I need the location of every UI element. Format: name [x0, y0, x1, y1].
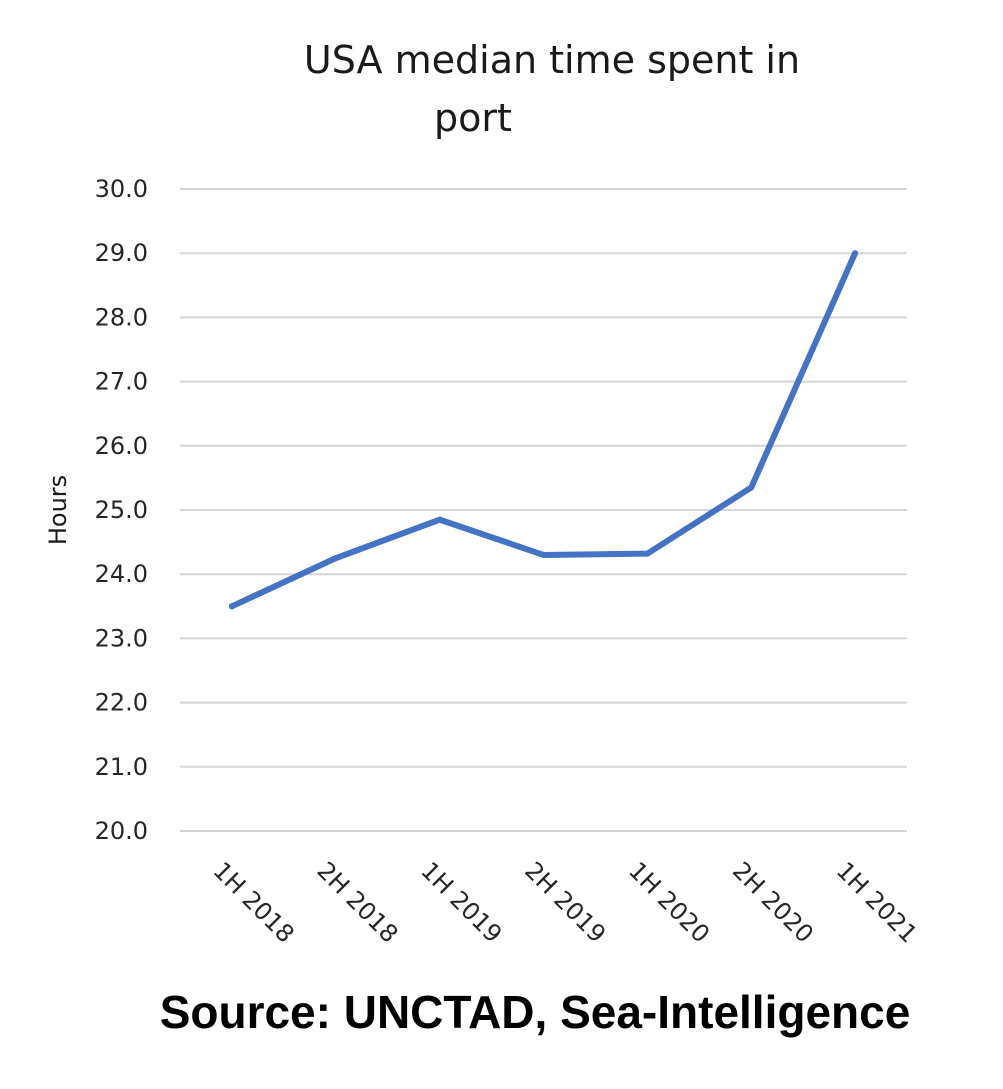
- series-lines: [228, 250, 859, 610]
- source-note: Source: UNCTAD, Sea-Intelligence: [160, 986, 911, 1038]
- data-point: [540, 551, 547, 558]
- y-tick-label: 26.0: [95, 432, 148, 460]
- data-point: [436, 516, 443, 523]
- y-tick-label: 24.0: [95, 560, 148, 588]
- data-point: [852, 250, 859, 257]
- x-tick-label: 1H 2019: [415, 856, 507, 948]
- chart-title-line-1: USA median time spent in: [304, 38, 800, 82]
- data-point: [644, 550, 651, 557]
- y-tick-label: 29.0: [95, 239, 148, 267]
- y-tick-label: 21.0: [95, 753, 148, 781]
- x-tick-label: 1H 2018: [208, 856, 300, 948]
- y-tick-label: 27.0: [95, 368, 148, 396]
- y-tick-label: 28.0: [95, 303, 148, 331]
- y-tick-label: 22.0: [95, 689, 148, 717]
- y-tick-label: 30.0: [95, 175, 148, 203]
- y-axis-title: Hours: [44, 475, 72, 545]
- x-tick-label: 1H 2021: [831, 856, 923, 948]
- data-point: [228, 603, 235, 610]
- x-tick-label: 2H 2018: [312, 856, 404, 948]
- y-tick-label: 23.0: [95, 624, 148, 652]
- gridlines: [180, 188, 907, 832]
- data-point: [332, 555, 339, 562]
- x-tick-label: 2H 2020: [727, 856, 819, 948]
- data-point: [748, 484, 755, 491]
- chart-title-line-2: port: [434, 96, 512, 140]
- x-tick-label: 1H 2020: [623, 856, 715, 948]
- y-tick-label: 20.0: [95, 817, 148, 845]
- y-axis-tick-labels: 20.0 21.0 22.0 23.0 24.0 25.0 26.0 27.0 28.0 29.0…: [95, 175, 148, 845]
- x-tick-label: 2H 2019: [519, 856, 611, 948]
- x-axis-tick-labels: 1H 2018 2H 2018 1H 2019 2H 2019 1H 2020 2H 20…: [208, 856, 923, 948]
- y-tick-label: 25.0: [95, 496, 148, 524]
